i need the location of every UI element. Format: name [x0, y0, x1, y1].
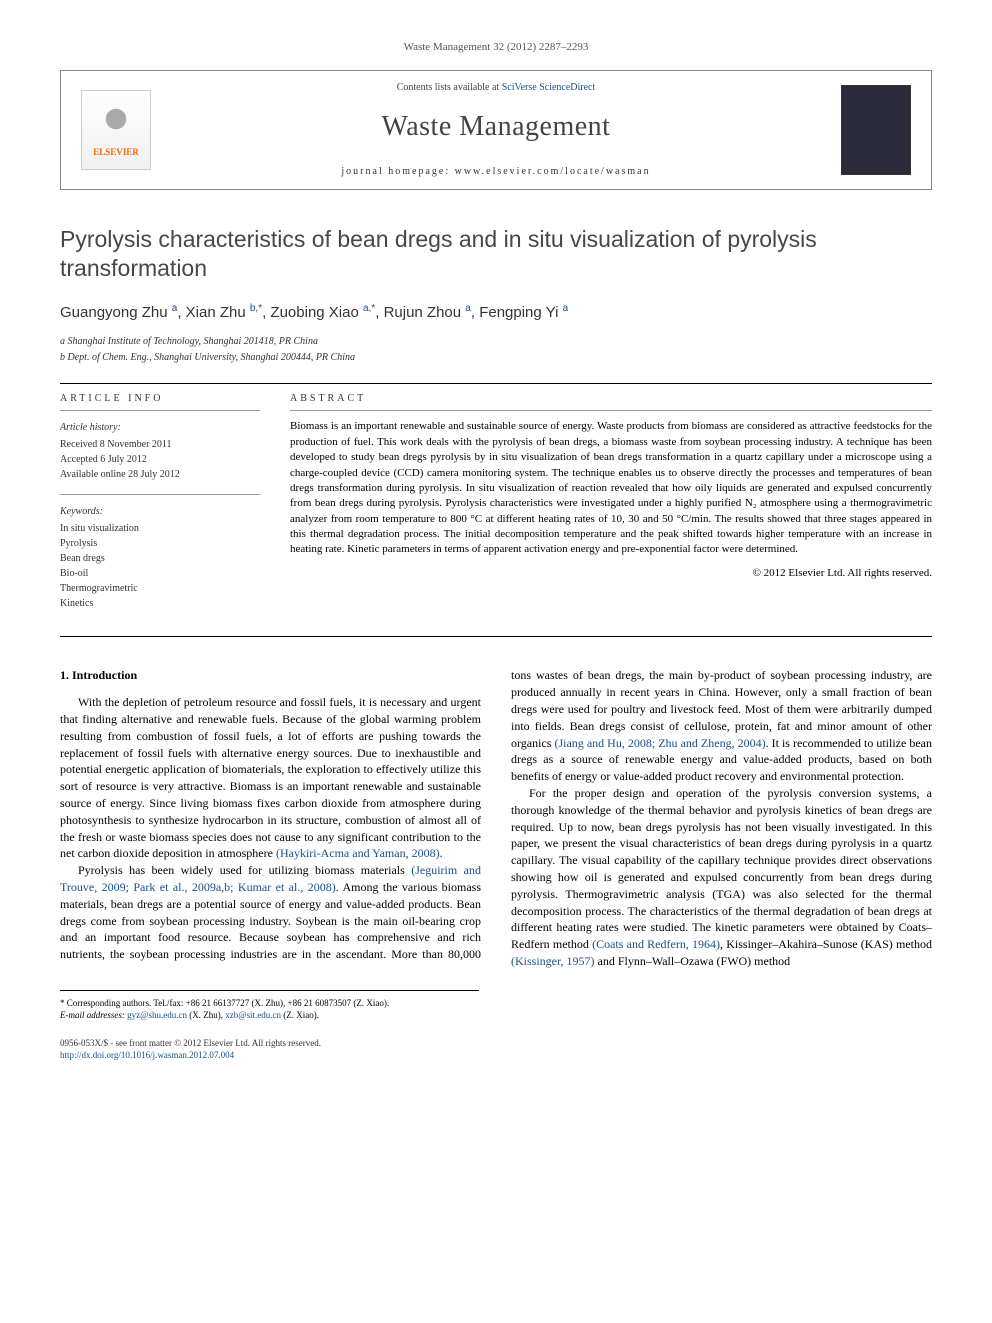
author-list: Guangyong Zhu a, Xian Zhu b,*, Zuobing X…: [60, 302, 932, 323]
history-online: Available online 28 July 2012: [60, 467, 260, 482]
cite-coats[interactable]: (Coats and Redfern, 1964): [592, 937, 720, 951]
keyword-6: Kinetics: [60, 596, 260, 611]
abstract-column: ABSTRACT Biomass is an important renewab…: [290, 392, 932, 611]
homepage-url: www.elsevier.com/locate/wasman: [455, 166, 651, 177]
email-line: E-mail addresses: gyz@shu.edu.cn (X. Zhu…: [60, 1009, 479, 1022]
body-text: 1. Introduction With the depletion of pe…: [60, 667, 932, 969]
article-title: Pyrolysis characteristics of bean dregs …: [60, 225, 932, 285]
para3-c: and Flynn–Wall–Ozawa (FWO) method: [595, 954, 791, 968]
abstract-text: Biomass is an important renewable and su…: [290, 419, 932, 558]
keyword-5: Thermogravimetric: [60, 581, 260, 596]
rule-bottom: [60, 636, 932, 637]
email-link-1[interactable]: gyz@shu.edu.cn: [127, 1010, 187, 1020]
article-info-column: ARTICLE INFO Article history: Received 8…: [60, 392, 260, 611]
doi-link[interactable]: http://dx.doi.org/10.1016/j.wasman.2012.…: [60, 1050, 234, 1060]
affiliation-b: b Dept. of Chem. Eng., Shanghai Universi…: [60, 351, 932, 365]
contents-list-line: Contents lists available at SciVerse Sci…: [151, 81, 841, 95]
article-history-label: Article history:: [60, 421, 260, 435]
journal-homepage: journal homepage: www.elsevier.com/locat…: [151, 165, 841, 179]
para1-text: With the depletion of petroleum resource…: [60, 695, 481, 860]
para3-b: , Kissinger–Akahira–Sunose (KAS) method: [720, 937, 932, 951]
history-received: Received 8 November 2011: [60, 437, 260, 452]
journal-cover-thumbnail: [841, 85, 911, 175]
email-who-1: (X. Zhu),: [187, 1010, 225, 1020]
journal-header-box: ELSEVIER Contents lists available at Sci…: [60, 70, 932, 189]
rule-top: [60, 383, 932, 384]
homepage-prefix: journal homepage:: [341, 166, 454, 177]
contents-prefix: Contents lists available at: [397, 82, 502, 93]
elsevier-logo: ELSEVIER: [81, 90, 151, 170]
para3-a: For the proper design and operation of t…: [511, 786, 932, 951]
para2-a: Pyrolysis has been widely used for utili…: [78, 863, 411, 877]
journal-reference: Waste Management 32 (2012) 2287–2293: [60, 40, 932, 55]
history-accepted: Accepted 6 July 2012: [60, 452, 260, 467]
article-info-heading: ARTICLE INFO: [60, 392, 260, 406]
sciencedirect-link[interactable]: SciVerse ScienceDirect: [502, 82, 596, 93]
keyword-1: In situ visualization: [60, 521, 260, 536]
keyword-4: Bio-oil: [60, 566, 260, 581]
abstract-copyright: © 2012 Elsevier Ltd. All rights reserved…: [290, 566, 932, 581]
journal-name: Waste Management: [151, 107, 841, 146]
cite-haykiri[interactable]: (Haykiri-Acma and Yaman, 2008): [276, 846, 440, 860]
footnotes: * Corresponding authors. Tel./fax: +86 2…: [60, 990, 479, 1022]
keyword-3: Bean dregs: [60, 551, 260, 566]
abstract-heading: ABSTRACT: [290, 392, 932, 406]
header-center: Contents lists available at SciVerse Sci…: [151, 81, 841, 178]
info-abstract-row: ARTICLE INFO Article history: Received 8…: [60, 392, 932, 611]
footer: 0956-053X/$ - see front matter © 2012 El…: [60, 1037, 932, 1062]
front-matter-line: 0956-053X/$ - see front matter © 2012 El…: [60, 1037, 932, 1050]
cite-jiang[interactable]: (Jiang and Hu, 2008; Zhu and Zheng, 2004…: [554, 736, 765, 750]
corresponding-author-note: * Corresponding authors. Tel./fax: +86 2…: [60, 997, 479, 1010]
abstract-rule: [290, 410, 932, 411]
keyword-2: Pyrolysis: [60, 536, 260, 551]
email-label: E-mail addresses:: [60, 1010, 127, 1020]
para1-end: .: [440, 846, 443, 860]
email-who-2: (Z. Xiao).: [281, 1010, 319, 1020]
publisher-label: ELSEVIER: [93, 146, 139, 159]
info-rule-1: [60, 410, 260, 411]
section-1-heading: 1. Introduction: [60, 667, 481, 684]
affiliation-a: a Shanghai Institute of Technology, Shan…: [60, 335, 932, 349]
email-link-2[interactable]: xzb@sit.edu.cn: [225, 1010, 281, 1020]
elsevier-tree-icon: [96, 101, 136, 146]
intro-para-3: For the proper design and operation of t…: [511, 785, 932, 970]
intro-para-1: With the depletion of petroleum resource…: [60, 694, 481, 862]
affiliations: a Shanghai Institute of Technology, Shan…: [60, 335, 932, 365]
cite-kissinger[interactable]: (Kissinger, 1957): [511, 954, 595, 968]
info-rule-2: [60, 494, 260, 495]
keywords-label: Keywords:: [60, 505, 260, 519]
